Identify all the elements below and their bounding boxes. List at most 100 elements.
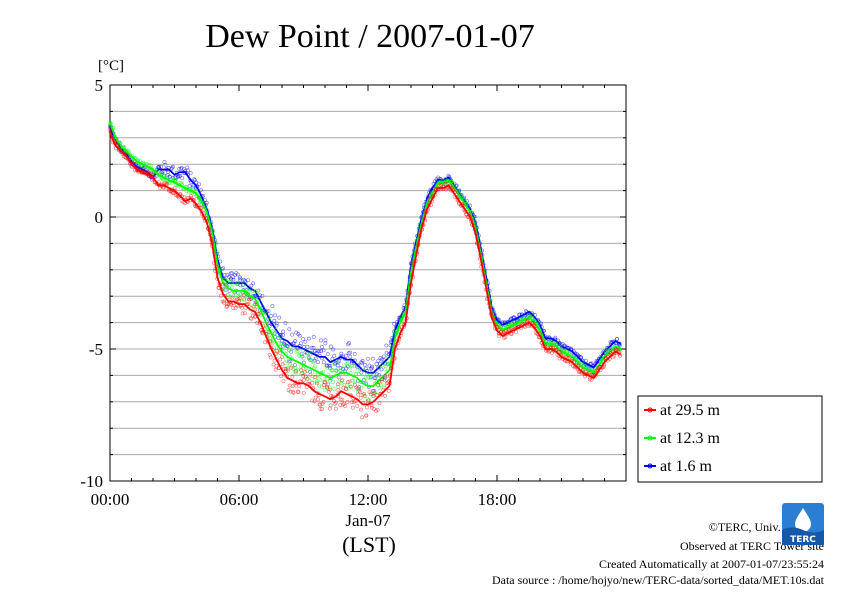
- sample-point: [443, 176, 448, 181]
- sample-point: [339, 381, 344, 385]
- sample-point: [369, 366, 373, 371]
- sample-point: [222, 287, 227, 291]
- sample-point: [179, 165, 184, 170]
- sample-point: [186, 168, 190, 173]
- sample-point: [279, 374, 284, 379]
- sample-point: [374, 372, 379, 377]
- sample-point: [360, 415, 365, 420]
- sample-point: [241, 293, 246, 298]
- sample-point: [376, 358, 381, 363]
- sample-point: [374, 362, 379, 366]
- sample-point: [356, 386, 361, 391]
- sample-point: [188, 171, 193, 176]
- sample-point: [240, 311, 245, 316]
- sample-point: [324, 385, 329, 390]
- sample-point: [291, 389, 296, 394]
- sample-point: [354, 385, 359, 390]
- legend-label: at 29.5 m: [660, 402, 721, 419]
- sample-point: [370, 364, 374, 369]
- y-tick-label: 5: [95, 76, 104, 95]
- sample-point: [325, 365, 330, 370]
- sample-point: [376, 382, 381, 387]
- sample-point: [328, 403, 333, 408]
- sample-point: [343, 403, 347, 408]
- sample-point: [272, 331, 277, 336]
- sample-point: [297, 384, 302, 388]
- sample-point: [370, 405, 374, 410]
- sample-point: [359, 407, 363, 412]
- sample-point: [178, 173, 183, 178]
- x-axis-date-label: Jan-07: [345, 511, 391, 530]
- sample-point: [167, 174, 172, 179]
- sample-point: [348, 384, 353, 389]
- sample-point: [359, 385, 364, 390]
- created-timestamp-text: Created Automatically at 2007-01-07/23:5…: [599, 557, 824, 571]
- series-at-12-3-m: [108, 120, 623, 402]
- sample-point: [315, 349, 320, 353]
- sample-point: [501, 330, 506, 335]
- sample-point: [335, 382, 340, 387]
- sample-point: [301, 378, 306, 383]
- sample-point: [341, 363, 346, 368]
- sample-point: [372, 389, 377, 393]
- sample-point: [313, 395, 318, 400]
- sample-point: [338, 368, 343, 373]
- sample-point: [336, 375, 341, 380]
- sample-point: [569, 357, 574, 362]
- sample-point: [345, 362, 350, 366]
- sample-point: [274, 321, 279, 326]
- sample-point: [305, 345, 310, 349]
- sample-point: [258, 293, 262, 298]
- legend-label: at 1.6 m: [660, 458, 713, 475]
- sample-point: [324, 363, 329, 368]
- sample-point: [377, 401, 382, 406]
- sample-point: [270, 341, 275, 346]
- sample-point: [547, 338, 551, 343]
- sample-point: [257, 312, 261, 316]
- sample-point: [612, 353, 617, 358]
- sample-point: [185, 165, 190, 170]
- sample-point: [349, 385, 353, 389]
- sample-point: [268, 355, 273, 360]
- sample-point: [316, 360, 320, 365]
- sample-point: [293, 339, 298, 344]
- sample-point: [349, 364, 354, 368]
- sample-point: [380, 377, 385, 381]
- sample-point: [310, 381, 315, 385]
- sample-point: [350, 378, 354, 383]
- sample-point: [362, 362, 367, 367]
- sample-point: [319, 338, 323, 343]
- sample-point: [272, 318, 277, 323]
- legend-label: at 12.3 m: [660, 430, 721, 447]
- sample-point: [230, 285, 235, 290]
- sample-point: [274, 363, 279, 368]
- series-line: [109, 132, 622, 406]
- sample-point: [316, 397, 321, 402]
- sample-point: [361, 378, 366, 382]
- series-at-29-5-m: [107, 127, 622, 420]
- sample-point: [278, 335, 283, 340]
- sample-point: [315, 379, 320, 384]
- sample-point: [236, 280, 241, 285]
- sample-point: [369, 403, 374, 408]
- sample-point: [357, 372, 361, 377]
- sample-point: [182, 167, 186, 171]
- sample-point: [615, 337, 619, 342]
- series-line: [109, 126, 621, 374]
- sample-point: [277, 351, 282, 355]
- sample-point: [589, 377, 594, 382]
- sample-point: [340, 397, 345, 402]
- sample-point: [359, 380, 364, 385]
- sample-point: [246, 302, 250, 307]
- sample-point: [347, 379, 352, 384]
- sample-point: [291, 341, 296, 346]
- sample-point: [290, 332, 294, 337]
- sample-point: [335, 358, 340, 363]
- sample-point: [233, 306, 238, 311]
- sample-point: [230, 295, 235, 300]
- sample-point: [583, 358, 588, 363]
- sample-point: [249, 316, 254, 321]
- sample-point: [383, 374, 388, 379]
- sample-point: [231, 306, 236, 311]
- sample-point: [336, 388, 341, 393]
